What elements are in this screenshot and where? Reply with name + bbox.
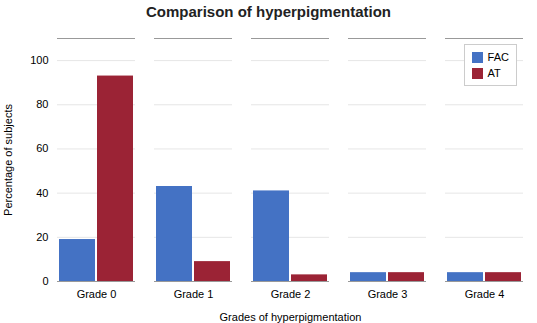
svg-text:Grade 2: Grade 2 — [271, 288, 311, 300]
svg-text:60: 60 — [36, 142, 48, 154]
svg-text:20: 20 — [36, 231, 48, 243]
svg-text:80: 80 — [36, 98, 48, 110]
svg-text:0: 0 — [42, 275, 48, 287]
html-text:Comparison of hyperpigmentatio: Comparison of hyperpigmentation — [146, 3, 391, 20]
svg-text:Grade 3: Grade 3 — [368, 288, 408, 300]
svg-text:100: 100 — [30, 54, 48, 66]
svg-text:Grades of hyperpigmentation: Grades of hyperpigmentation — [220, 311, 362, 323]
svg-text:Grade 0: Grade 0 — [77, 288, 117, 300]
html-text:FAC: FAC — [487, 51, 509, 63]
svg-text:40: 40 — [36, 187, 48, 199]
html-text:AT: AT — [487, 67, 501, 79]
svg-text:Grade 1: Grade 1 — [174, 288, 214, 300]
svg-text:Grade 4: Grade 4 — [465, 288, 505, 300]
svg-text:Percentage of subjects: Percentage of subjects — [2, 104, 14, 216]
